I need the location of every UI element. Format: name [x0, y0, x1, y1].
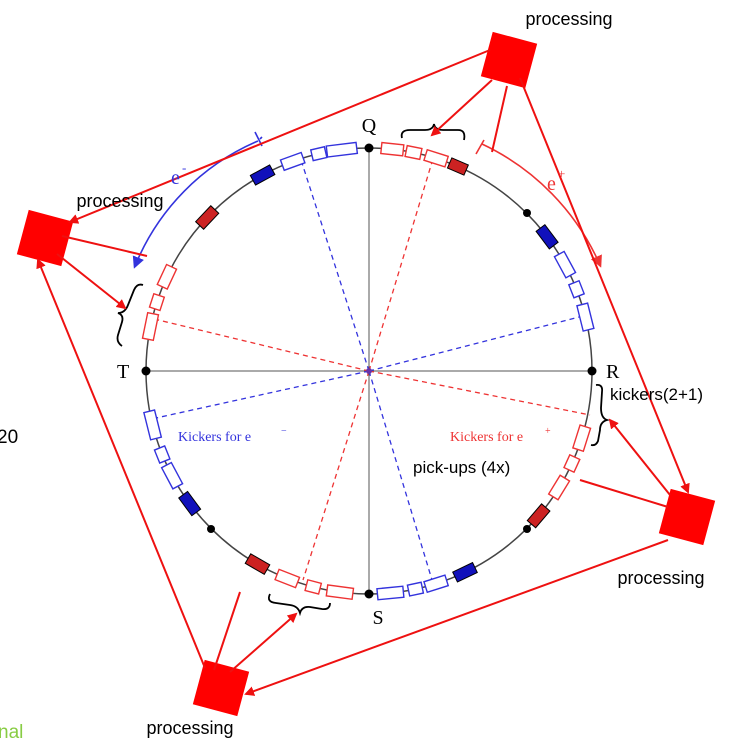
kickers-positron-label: Kickers for e +: [450, 426, 551, 445]
processing-box-top: [480, 31, 538, 89]
point-label-r: R: [606, 361, 620, 383]
ring-magnet: [178, 490, 202, 517]
ring-kicker-element: [304, 578, 323, 595]
kickers-electron-text: Kickers for e: [178, 430, 251, 445]
electron-beam-superscript: -: [182, 160, 186, 175]
ring-kicker-element: [423, 148, 450, 168]
radial-dashed-lines: [146, 161, 591, 581]
ring-magnet: [526, 503, 551, 529]
pickups-count-label: pick-ups (4x): [413, 458, 510, 477]
brackets: [116, 123, 611, 617]
ring-kicker-element: [547, 474, 571, 501]
ring-kicker-element: [553, 250, 577, 279]
ring-kicker-element: [325, 141, 359, 158]
processing-label-left: processing: [76, 191, 163, 211]
kickers-positron-superscript: +: [545, 426, 551, 437]
bottom-left-fragment: nal: [0, 722, 23, 742]
ring-kicker-element: [274, 568, 301, 589]
kickers-count-label: kickers(2+1): [610, 385, 703, 404]
ring-kicker-element: [376, 585, 405, 601]
point-label-q: Q: [362, 115, 377, 137]
ring-magnet: [452, 561, 478, 583]
processing-label-bottom: processing: [146, 718, 233, 738]
electron-beam-symbol: e: [171, 167, 180, 189]
ring-center: [366, 368, 372, 374]
ring-components: [141, 141, 595, 601]
ring-kicker-element: [404, 144, 423, 161]
ring-magnet: [535, 224, 559, 250]
ring-magnet: [244, 553, 271, 576]
kickers-electron-label: Kickers for e −: [178, 426, 287, 445]
processing-box-bottom: [192, 659, 250, 717]
left-edge-fragment: 20: [0, 427, 18, 448]
processing-box-right: [658, 488, 716, 546]
positron-direction-arrow: [481, 143, 602, 268]
ring-kicker-element: [153, 445, 171, 464]
processing-label-top: processing: [525, 9, 612, 29]
ring-kicker-element: [279, 151, 306, 172]
processing-boxes: [16, 31, 716, 717]
ring-kicker-element: [325, 584, 355, 601]
kickers-electron-superscript: −: [281, 426, 287, 437]
ring-magnet: [446, 157, 470, 176]
signal-arrows: [36, 49, 690, 696]
ring-kicker-element: [423, 574, 450, 594]
ring-kicker-element: [563, 453, 581, 474]
processing-box-left: [16, 209, 74, 267]
ring-kicker-element: [406, 581, 425, 597]
ring-magnet: [194, 205, 220, 230]
ring-kicker-element: [380, 141, 405, 157]
point-label-t: T: [117, 361, 129, 383]
ring-kicker-element: [567, 279, 586, 299]
electron-beam-label: e -: [171, 160, 186, 189]
ring-kicker-element: [156, 263, 178, 291]
ring-kicker-element: [141, 311, 160, 342]
positron-beam-label: e +: [547, 166, 565, 195]
ring-kicker-element: [148, 292, 166, 312]
ring-kicker-element: [309, 145, 328, 162]
kickers-positron-text: Kickers for e: [450, 430, 523, 445]
positron-beam-superscript: +: [558, 166, 565, 181]
ring-kicker-element: [143, 409, 163, 441]
ring-kicker-element: [160, 461, 184, 490]
ring-magnet: [249, 164, 276, 186]
electron-direction-arrow: [132, 140, 259, 269]
ring-kicker-element: [571, 424, 592, 453]
ring-kicker-element: [576, 302, 595, 332]
point-label-s: S: [372, 607, 383, 629]
processing-label-right: processing: [617, 568, 704, 588]
positron-beam-symbol: e: [547, 173, 556, 195]
